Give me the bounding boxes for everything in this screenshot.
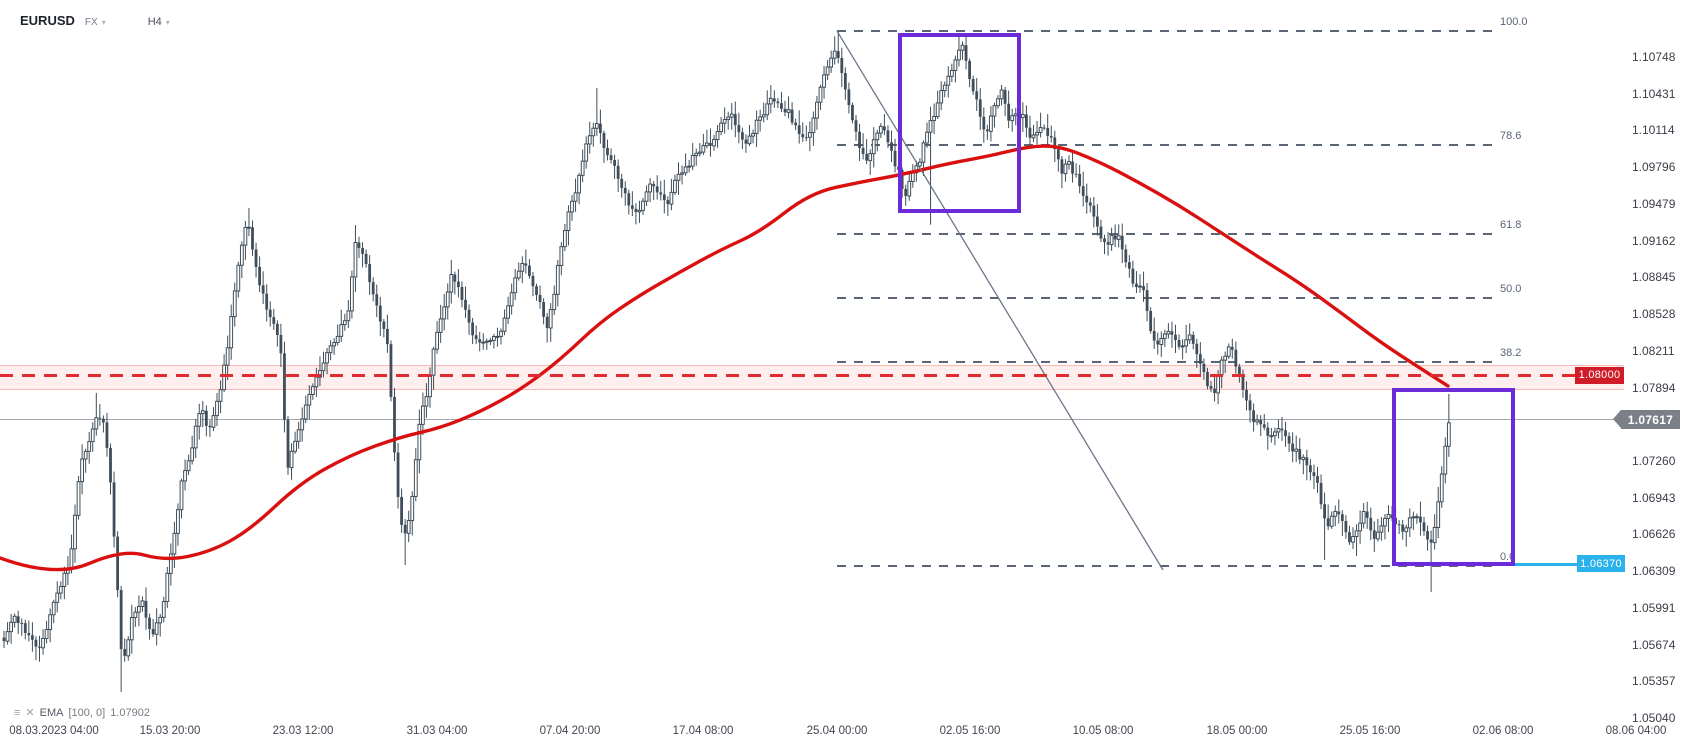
time-axis-label: 08.03.2023 04:00: [9, 725, 99, 737]
time-axis-label: 17.04 08:00: [672, 725, 734, 737]
alert-price-line[interactable]: [0, 373, 1575, 377]
time-axis-label: 08.06 04:00: [1605, 725, 1667, 737]
time-axis-label: 07.04 20:00: [539, 725, 601, 737]
time-axis-label: 25.04 00:00: [806, 725, 868, 737]
indicator-params: [100, 0]: [68, 706, 106, 719]
time-axis-label: 10.05 08:00: [1072, 725, 1134, 737]
highlight-box-bottom[interactable]: [1392, 387, 1515, 566]
indicator-value: 1.07902: [110, 706, 150, 719]
current-price-tag: 1.07617: [1613, 410, 1680, 430]
support-price-tag[interactable]: 1.06370: [1577, 555, 1625, 573]
alert-price-tag[interactable]: 1.08000: [1575, 366, 1624, 384]
time-axis-label: 02.05 16:00: [939, 725, 1001, 737]
indicator-name: EMA: [39, 706, 64, 719]
time-axis-label: 23.03 12:00: [272, 725, 334, 737]
symbol-name[interactable]: EURUSD: [20, 13, 75, 28]
time-axis-label: 31.03 04:00: [406, 725, 468, 737]
time-axis-label: 18.05 00:00: [1206, 725, 1268, 737]
time-axis-label: 25.05 16:00: [1339, 725, 1401, 737]
indicator-remove-icon[interactable]: ✕: [25, 707, 35, 719]
chevron-down-icon: ▾: [165, 18, 170, 27]
interval-selector[interactable]: H4: [147, 16, 162, 28]
highlight-box-top[interactable]: [898, 33, 1021, 213]
symbol-bar: EURUSD FX ▾ H4 ▾: [20, 13, 170, 28]
time-axis-label: 02.06 08:00: [1472, 725, 1534, 737]
indicator-menu-icon[interactable]: ≡: [14, 706, 21, 719]
time-axis[interactable]: 08.03.2023 04:00 15.03 20:00 23.03 12:00 31…: [0, 723, 1691, 745]
chevron-down-icon: ▾: [101, 18, 106, 27]
time-axis-label: 15.03 20:00: [139, 725, 201, 737]
indicator-legend: ≡ ✕ EMA [100, 0] 1.07902: [14, 706, 150, 720]
symbol-exchange[interactable]: FX: [84, 17, 98, 28]
